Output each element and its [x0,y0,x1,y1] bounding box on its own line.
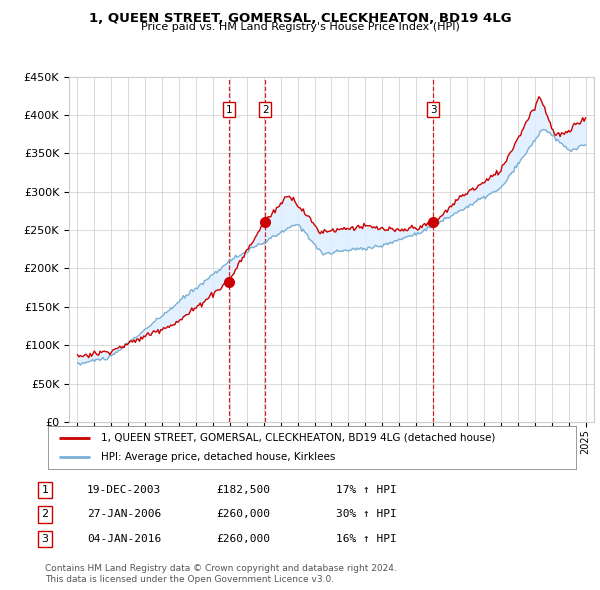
Text: 3: 3 [41,535,49,544]
Text: 16% ↑ HPI: 16% ↑ HPI [336,535,397,544]
Text: £182,500: £182,500 [216,485,270,494]
Text: 30% ↑ HPI: 30% ↑ HPI [336,510,397,519]
Text: £260,000: £260,000 [216,510,270,519]
Text: Price paid vs. HM Land Registry's House Price Index (HPI): Price paid vs. HM Land Registry's House … [140,22,460,32]
Text: 04-JAN-2016: 04-JAN-2016 [87,535,161,544]
Text: 3: 3 [430,104,437,114]
Text: 2: 2 [41,510,49,519]
Text: 1: 1 [41,485,49,494]
Text: 27-JAN-2006: 27-JAN-2006 [87,510,161,519]
Text: HPI: Average price, detached house, Kirklees: HPI: Average price, detached house, Kirk… [101,453,335,463]
Text: 19-DEC-2003: 19-DEC-2003 [87,485,161,494]
Text: Contains HM Land Registry data © Crown copyright and database right 2024.: Contains HM Land Registry data © Crown c… [45,565,397,573]
Text: 1: 1 [226,104,233,114]
Text: 1, QUEEN STREET, GOMERSAL, CLECKHEATON, BD19 4LG: 1, QUEEN STREET, GOMERSAL, CLECKHEATON, … [89,12,511,25]
Text: £260,000: £260,000 [216,535,270,544]
Text: 1, QUEEN STREET, GOMERSAL, CLECKHEATON, BD19 4LG (detached house): 1, QUEEN STREET, GOMERSAL, CLECKHEATON, … [101,432,495,442]
Text: 17% ↑ HPI: 17% ↑ HPI [336,485,397,494]
Text: 2: 2 [262,104,268,114]
Text: This data is licensed under the Open Government Licence v3.0.: This data is licensed under the Open Gov… [45,575,334,584]
